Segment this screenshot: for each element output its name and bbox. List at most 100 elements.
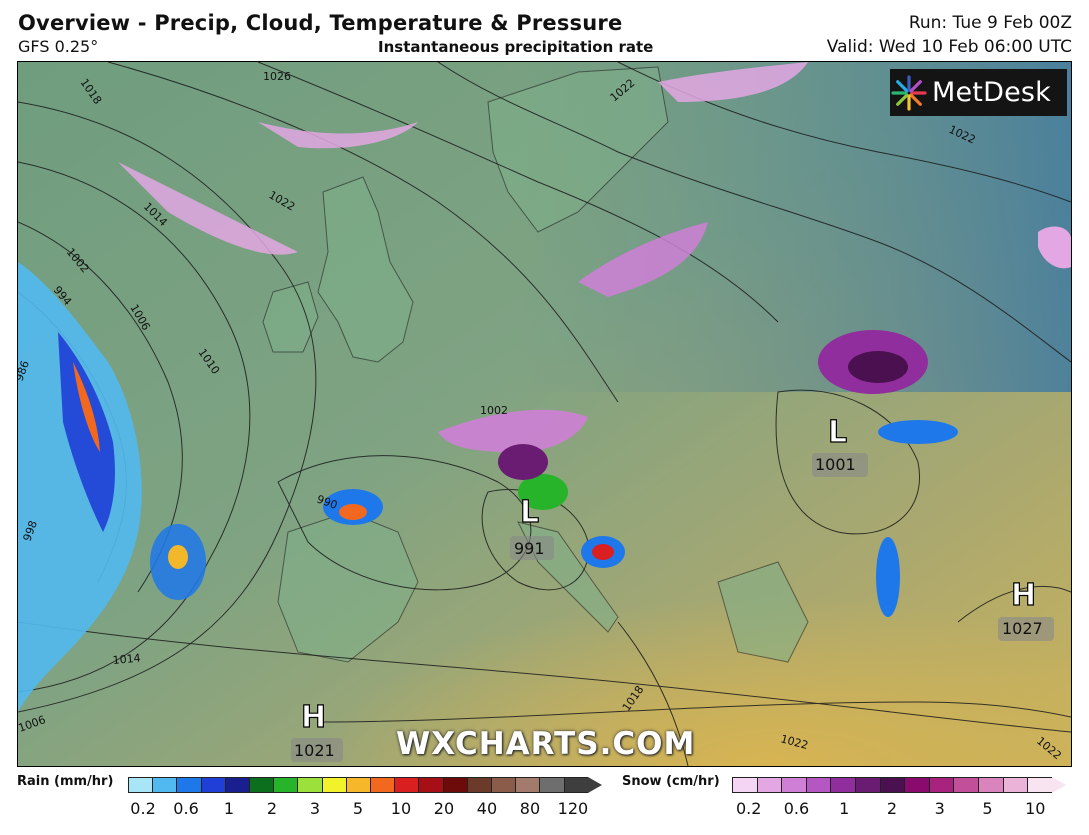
rain-legend-swatch [563, 777, 588, 793]
rain-legend-swatch [394, 777, 419, 793]
pressure-type-symbol: H [301, 700, 326, 735]
snow-legend-swatch [805, 777, 831, 793]
rain-cell-italy-core [592, 544, 614, 560]
rain-legend-swatch [370, 777, 395, 793]
rain-legend-tick: 3 [309, 799, 321, 818]
snow-legend-swatch [1027, 777, 1052, 793]
isobar-label: 1002 [480, 404, 508, 417]
rain-legend-tick: 5 [352, 799, 364, 818]
rain-legend-tick: 2 [266, 799, 278, 818]
pressure-type-symbol: H [1011, 578, 1036, 613]
rain-areas [18, 262, 958, 712]
rain-legend-swatch [224, 777, 250, 793]
rain-band-ukraine [878, 420, 958, 444]
great-britain [317, 176, 414, 363]
snow-legend-swatch [781, 777, 806, 793]
snow-legend-swatch [732, 777, 757, 793]
rain-legend-tick: 0.6 [173, 799, 199, 818]
snow-scandinavia [658, 62, 808, 102]
pressure-value-box [291, 738, 343, 762]
rain-legend-swatch [345, 777, 371, 793]
rain-legend-tick: 120 [557, 799, 589, 818]
watermark: WXCHARTS.COM [396, 726, 696, 762]
snow-legend-swatch [928, 777, 954, 793]
snow-areas [118, 62, 1071, 480]
pressure-value: 1001 [815, 455, 856, 474]
logo-text: MetDesk [932, 77, 1051, 108]
rain-legend-swatch [176, 777, 201, 793]
snow-alps [438, 409, 588, 453]
scandinavia [487, 66, 669, 233]
pressure-value: 1021 [294, 741, 335, 760]
rain-legend-swatch [249, 777, 274, 793]
snow-legend-tick: 10 [1025, 799, 1046, 818]
rain-cluster-core [168, 545, 188, 569]
snow-northsea [258, 122, 418, 149]
snow-legend-swatch [904, 777, 929, 793]
low-pressure-center: L 991 [510, 494, 554, 560]
snow-legend-swatch [855, 777, 880, 793]
rain-legend-tick: 10 [390, 799, 412, 818]
rain-legend-tick: 0.2 [130, 799, 156, 818]
atlantic-front-heavy [58, 332, 115, 532]
pressure-type-symbol: L [520, 495, 539, 530]
starburst-logo-icon [891, 74, 927, 111]
snow-legend-tick: 0.2 [735, 799, 762, 818]
pressure-value: 991 [514, 539, 545, 558]
snow-russia [1038, 226, 1071, 269]
rain-legend-title: Rain (mm/hr) [17, 774, 114, 789]
high-pressure-center: H 1027 [998, 577, 1054, 641]
chart-subtitle: Instantaneous precipitation rate [378, 38, 654, 56]
snow-legend-swatch [1002, 777, 1028, 793]
rain-band-blacksea [876, 537, 900, 617]
model-label: GFS 0.25° [18, 37, 99, 56]
chart-title: Overview - Precip, Cloud, Temperature & … [18, 11, 623, 35]
valid-time: Valid: Wed 10 Feb 06:00 UTC [826, 37, 1072, 57]
rain-legend-tick: 20 [433, 799, 455, 818]
rain-legend-swatch [200, 777, 225, 793]
low-pressure-center: L 1001 [812, 414, 868, 477]
weather-map[interactable]: 1026 1018 1022 1014 1002 994 1006 1010 9… [17, 61, 1072, 767]
rain-legend-swatch [273, 777, 298, 793]
ireland [262, 281, 319, 353]
rain-legend-swatch [297, 777, 322, 793]
pressure-value-box [812, 453, 868, 477]
rain-legend-bar [128, 777, 602, 793]
rain-legend-swatch [466, 777, 492, 793]
pressure-value: 1027 [1002, 619, 1043, 638]
rain-legend-swatch [442, 777, 467, 793]
snow-legend-tick: 1 [839, 799, 850, 818]
rain-legend-tick: 80 [519, 799, 541, 818]
snow-legend-swatch [879, 777, 905, 793]
high-pressure-center: H 1021 [291, 699, 343, 762]
warm-air-shading [318, 482, 1071, 766]
rain-legend-tick: 1 [223, 799, 235, 818]
snow-legend-bar [732, 777, 1066, 793]
rain-legend-swatch [515, 777, 540, 793]
rain-legend-swatch [152, 777, 177, 793]
snow-atlantic [118, 162, 298, 255]
pressure-value-box [510, 536, 554, 560]
pressure-value-box [998, 617, 1054, 641]
pressure-centers: L 991 L 1001 H 1021 H 1027 [291, 414, 1054, 762]
atlantic-front-rain [18, 262, 142, 712]
snow-alps-heavy [498, 444, 548, 480]
snow-legend-tick: 2 [886, 799, 898, 818]
rain-cell-alps [518, 474, 568, 510]
snow-legend-arrow [1051, 777, 1066, 793]
pressure-type-symbol: L [828, 415, 847, 450]
rain-legend-swatch [491, 777, 516, 793]
isobar-label: 1026 [263, 70, 291, 83]
snow-legend-swatch [830, 777, 856, 793]
rain-legend-swatch [321, 777, 346, 793]
snow-legend-tick: 0.6 [783, 799, 810, 818]
snow-baltic [578, 222, 708, 297]
rain-legend-tick: 40 [476, 799, 498, 818]
metdesk-logo: MetDesk [890, 69, 1067, 116]
isobar-label: 1014 [112, 652, 141, 667]
snow-belarus-core [848, 351, 908, 383]
snow-legend-swatch [756, 777, 782, 793]
rain-cell-spain-core [339, 504, 367, 520]
rain-legend-arrow [587, 777, 602, 793]
balkans [717, 561, 809, 663]
